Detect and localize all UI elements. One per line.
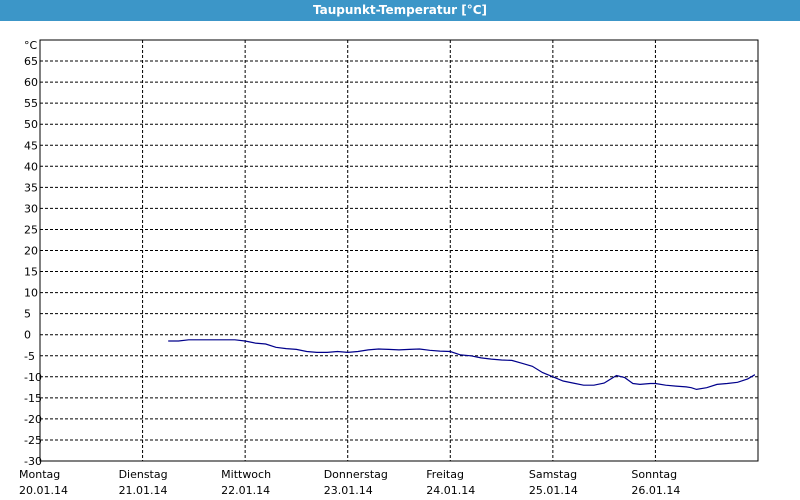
- y-tick-label: 55: [24, 97, 38, 110]
- y-tick-label: -20: [24, 413, 42, 426]
- x-day-label: Mittwoch: [221, 468, 271, 481]
- dew-point-series-line: [168, 339, 756, 391]
- x-day-label: Samstag: [529, 468, 577, 481]
- y-tick-label: -5: [24, 350, 35, 363]
- y-tick-label: 45: [24, 139, 38, 152]
- dew-point-chart: 65605550454035302520151050-5-10-15-20-25…: [19, 39, 759, 497]
- axis-labels: 65605550454035302520151050-5-10-15-20-25…: [19, 39, 680, 497]
- chart-title-bar: Taupunkt-Temperatur [°C]: [0, 0, 800, 21]
- y-tick-label: -10: [24, 371, 42, 384]
- y-tick-label: 25: [24, 223, 38, 236]
- y-tick-label: 50: [24, 118, 38, 131]
- y-tick-label: 30: [24, 202, 38, 215]
- x-date-label: 23.01.14: [324, 484, 373, 497]
- y-tick-label: -15: [24, 392, 42, 405]
- plot-area: [168, 339, 756, 391]
- x-day-label: Dienstag: [119, 468, 168, 481]
- x-date-label: 24.01.14: [426, 484, 475, 497]
- chart-title: Taupunkt-Temperatur [°C]: [312, 3, 488, 17]
- y-tick-label: 0: [24, 329, 31, 342]
- y-tick-label: -25: [24, 434, 42, 447]
- x-day-label: Sonntag: [631, 468, 677, 481]
- x-day-label: Donnerstag: [324, 468, 388, 481]
- y-tick-label: 15: [24, 266, 38, 279]
- y-tick-label: 60: [24, 76, 38, 89]
- x-date-label: 20.01.14: [19, 484, 68, 497]
- y-tick-label: 5: [24, 308, 31, 321]
- grid-lines: [39, 39, 759, 462]
- x-day-label: Freitag: [426, 468, 464, 481]
- y-tick-label: 40: [24, 160, 38, 173]
- y-tick-label: -30: [24, 455, 42, 468]
- y-tick-label: 35: [24, 181, 38, 194]
- y-tick-label: 65: [24, 55, 38, 68]
- x-date-label: 21.01.14: [119, 484, 168, 497]
- y-tick-label: 20: [24, 245, 38, 258]
- x-date-label: 25.01.14: [529, 484, 578, 497]
- x-date-label: 26.01.14: [631, 484, 680, 497]
- x-date-label: 22.01.14: [221, 484, 270, 497]
- y-axis-unit-label: °C: [24, 39, 38, 52]
- x-day-label: Montag: [19, 468, 60, 481]
- y-tick-label: 10: [24, 287, 38, 300]
